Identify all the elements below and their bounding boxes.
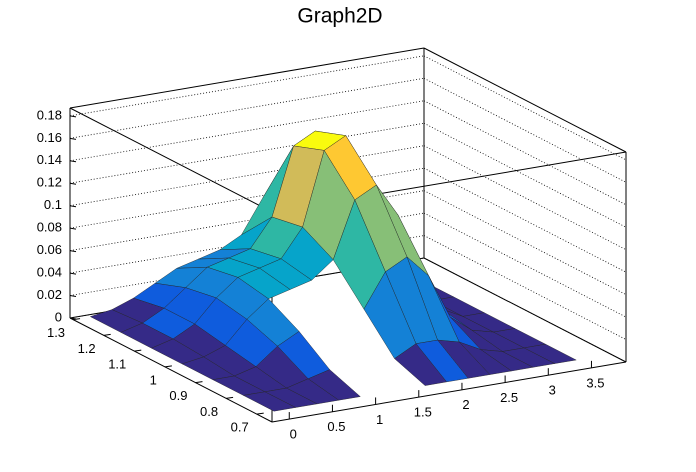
x-tick-label: 0 <box>290 427 297 442</box>
y-tick <box>72 318 81 321</box>
z-tick-label: 0.16 <box>37 130 62 145</box>
y-tick-label: 0.8 <box>200 404 218 419</box>
x-axis <box>271 361 627 423</box>
y-tick-label: 1.3 <box>47 325 65 340</box>
grid-line <box>423 257 627 363</box>
y-tick-label: 1.1 <box>108 357 126 372</box>
z-tick-label: 0.18 <box>37 107 62 122</box>
y-tick-label: 0.9 <box>169 388 187 403</box>
frame-edge <box>69 107 273 213</box>
z-tick <box>69 295 77 298</box>
y-tick-label: 1 <box>150 372 157 387</box>
grid-line <box>423 100 627 206</box>
y-tick-label: 1.2 <box>78 341 96 356</box>
z-tick <box>69 182 77 185</box>
z-tick <box>69 115 77 118</box>
y-tick <box>164 365 172 368</box>
x-tick-label: 1 <box>376 412 383 427</box>
y-tick <box>103 333 111 336</box>
y-tick <box>226 396 234 399</box>
frame-edge <box>423 47 627 153</box>
grid-line <box>423 235 627 340</box>
x-tick-label: 1.5 <box>414 405 432 420</box>
x-tick-label: 3 <box>549 383 556 398</box>
z-tick <box>69 205 77 208</box>
x-tick-label: 2 <box>462 397 469 412</box>
z-tick-label: 0.08 <box>37 220 62 235</box>
x-tick-label: 0.5 <box>327 419 345 434</box>
x-tick-label: 3.5 <box>586 375 604 390</box>
z-tick-label: 0 <box>55 309 62 324</box>
z-tick-label: 0.06 <box>37 242 62 257</box>
grid-line <box>423 212 627 318</box>
z-tick-label: 0.04 <box>37 265 62 280</box>
z-tick <box>69 250 77 253</box>
y-tick <box>134 349 142 352</box>
grid-line <box>423 55 627 161</box>
y-tick <box>195 381 203 384</box>
z-tick-label: 0.14 <box>37 152 62 167</box>
x-tick-label: 2.5 <box>500 390 518 405</box>
z-tick <box>69 137 77 140</box>
grid-line <box>423 190 627 295</box>
z-tick-label: 0.02 <box>37 287 62 302</box>
grid-line <box>423 77 627 183</box>
y-tick <box>256 412 264 415</box>
surface-cell <box>394 343 447 386</box>
frame-edge <box>69 47 425 109</box>
surface-cell <box>242 391 297 412</box>
grid-line <box>423 167 627 273</box>
z-tick-label: 0.1 <box>44 197 62 212</box>
z-tick-label: 0.12 <box>37 175 62 190</box>
y-tick-label: 0.7 <box>231 420 249 435</box>
grid-line <box>423 122 627 228</box>
grid-line <box>423 145 627 251</box>
z-tick <box>69 227 77 230</box>
chart-title: Graph2D <box>297 5 382 28</box>
z-tick <box>69 272 77 275</box>
z-tick <box>69 160 77 163</box>
